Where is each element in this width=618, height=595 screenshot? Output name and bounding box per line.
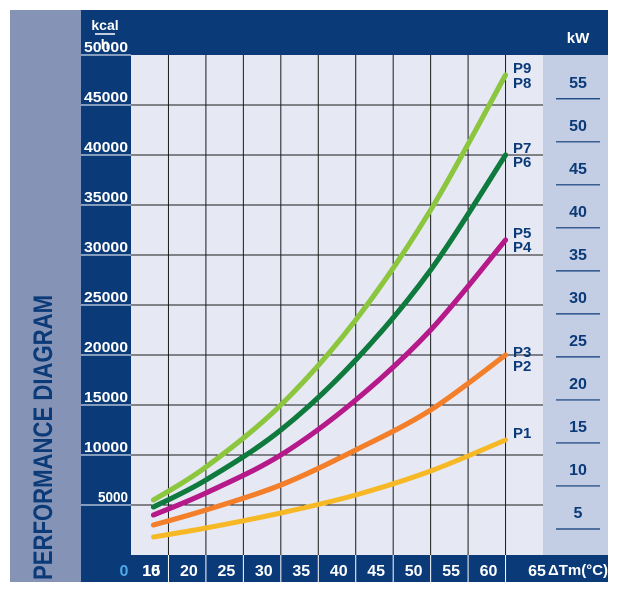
y2-tick-label: 5	[574, 505, 583, 522]
curve-label-p4: P4	[513, 239, 532, 256]
y2-tick-label: 15	[569, 419, 587, 436]
y-tick-label: 25000	[84, 289, 128, 306]
y2-tick-label: 35	[569, 247, 587, 264]
x-tick-label: 15	[143, 563, 161, 580]
top-band	[81, 10, 608, 55]
series-line-p1	[150, 437, 509, 540]
x-tick-label: 30	[255, 563, 273, 580]
x-tick-label: 45	[367, 563, 385, 580]
series-line-p9	[150, 72, 509, 503]
x-tick-label: 65	[528, 563, 546, 580]
series-line-p7	[150, 152, 509, 510]
x-tick-label: 50	[405, 563, 423, 580]
y2-tick-label: 45	[569, 161, 587, 178]
y-tick-label: 50000	[84, 39, 128, 56]
curve-label-p3: P3	[513, 344, 531, 361]
grid	[131, 55, 543, 555]
curve-label-p8: P8	[513, 75, 531, 92]
x-tick-label: 35	[292, 563, 310, 580]
y-tick-label: 30000	[84, 239, 128, 256]
curve-label-p6: P6	[513, 154, 531, 171]
x-tick-label: 55	[442, 563, 460, 580]
y2-tick-label: 10	[569, 462, 587, 479]
y2-tick-label: 50	[569, 118, 587, 135]
y-tick-label: 5000	[98, 489, 128, 506]
y-tick-label: 15000	[84, 389, 128, 406]
y-tick-label: 20000	[84, 339, 128, 356]
y2-tick-label: 25	[569, 333, 587, 350]
x-tick-label: 25	[217, 563, 235, 580]
title-band	[10, 10, 81, 582]
y2-tick-label: 40	[569, 204, 587, 221]
y-tick-label: 35000	[84, 189, 128, 206]
x-tick-label: 40	[330, 563, 348, 580]
y2-tick-label: 30	[569, 290, 587, 307]
y2-tick-label: 55	[569, 75, 587, 92]
y-tick-label: 40000	[84, 139, 128, 156]
chart-title: PERFORMANCE DIAGRAM	[28, 295, 58, 580]
y2-tick-label: 20	[569, 376, 587, 393]
curve-label-p5: P5	[513, 225, 531, 242]
kw-axis-band	[543, 55, 608, 555]
y-unit-numerator: kcal	[91, 17, 118, 33]
curve-label-p1: P1	[513, 425, 531, 442]
x-origin-label: 0	[120, 563, 129, 580]
y2-unit-label: kW	[567, 30, 590, 47]
x-tick-label: 10	[142, 563, 160, 580]
series-layer	[150, 72, 509, 540]
y-tick-label: 45000	[84, 89, 128, 106]
series-line-p3	[150, 352, 509, 528]
series-line-p5	[150, 237, 509, 518]
x-tick-label: 60	[480, 563, 498, 580]
x-unit-label: ΔTm(°C)	[548, 562, 608, 579]
x-tick-label: 20	[180, 563, 198, 580]
curve-label-p9: P9	[513, 60, 531, 77]
curve-label-p2: P2	[513, 358, 531, 375]
curve-label-p7: P7	[513, 140, 531, 157]
y-tick-label: 10000	[84, 439, 128, 456]
y-unit-denominator: h	[101, 36, 110, 52]
